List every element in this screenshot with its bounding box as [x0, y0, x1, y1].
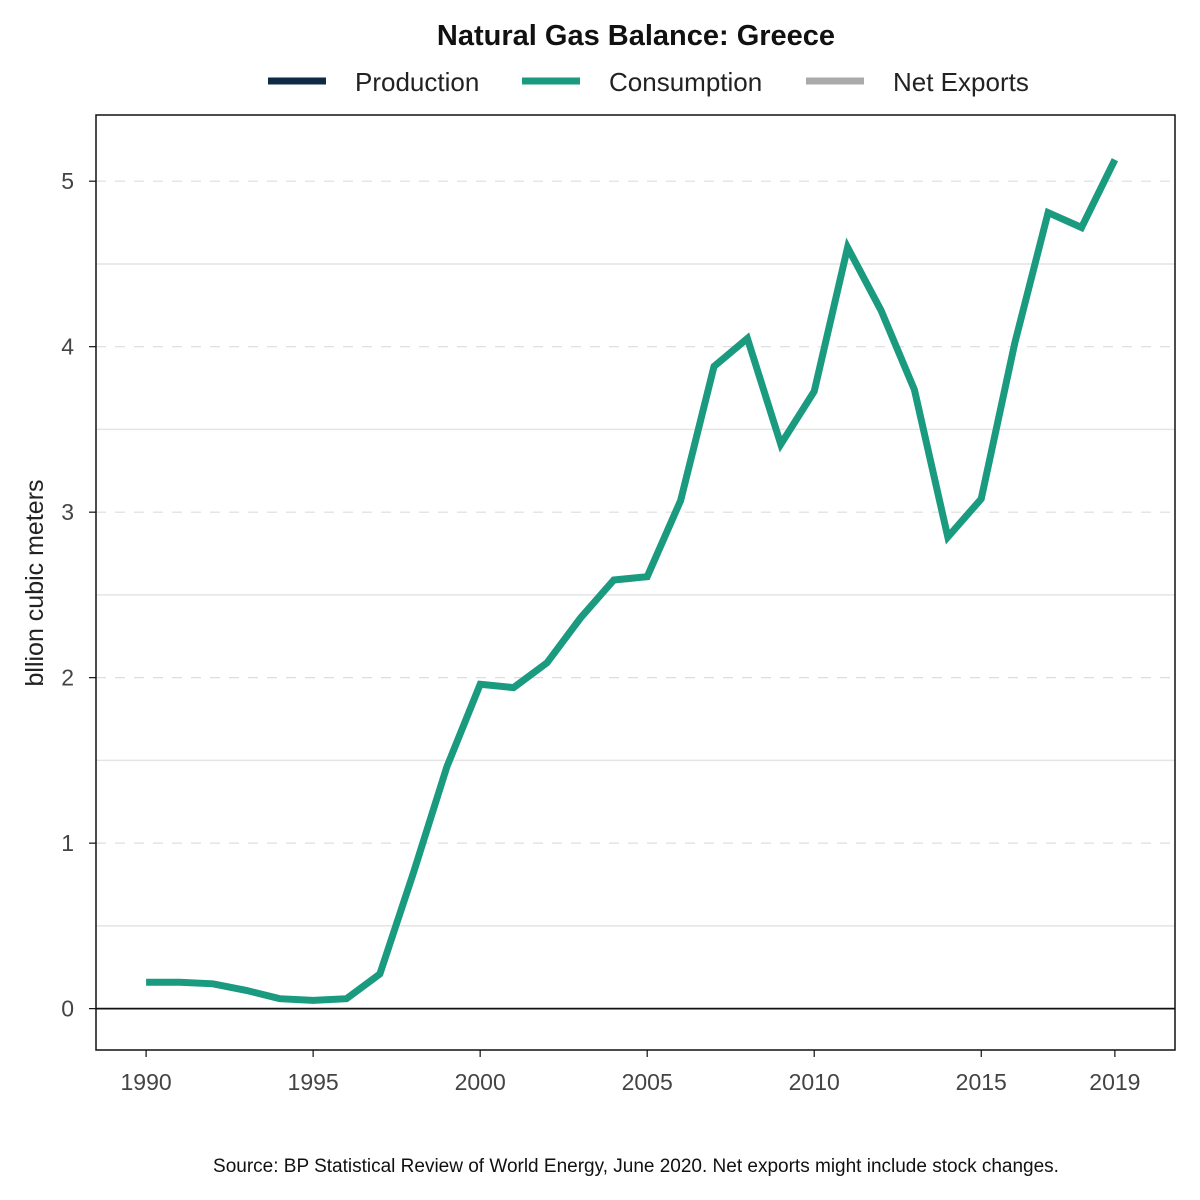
plot-lines [96, 158, 1175, 1010]
y-tick-label: 5 [61, 168, 74, 194]
legend-item-consumption: Consumption [522, 67, 762, 97]
chart-title: Natural Gas Balance: Greece [437, 20, 835, 52]
y-axis: 0 1 2 3 4 5 [61, 168, 96, 1022]
legend-label-net-exports: Net Exports [893, 67, 1029, 97]
legend-label-consumption: Consumption [609, 67, 762, 97]
x-tick-label: 2015 [956, 1069, 1007, 1095]
x-tick-label: 2019 [1089, 1069, 1140, 1095]
source-note: Source: BP Statistical Review of World E… [213, 1156, 1059, 1177]
x-tick-label: 1995 [288, 1069, 339, 1095]
legend-item-net-exports: Net Exports [806, 67, 1029, 97]
x-tick-label: 2000 [455, 1069, 506, 1095]
legend: Production Consumption Net Exports [268, 67, 1029, 97]
x-axis: 1990 1995 2000 2005 2010 2015 2019 [121, 1050, 1140, 1095]
y-axis-label: bllion cubic meters [21, 479, 49, 686]
y-tick-label: 3 [61, 499, 74, 525]
x-tick-label: 1990 [121, 1069, 172, 1095]
plot-frame [95, 114, 1176, 1051]
series-line-consumption [146, 158, 1119, 1004]
legend-item-production: Production [268, 67, 479, 97]
y-tick-label: 1 [61, 830, 74, 856]
y-tick-label: 4 [61, 334, 74, 360]
y-tick-label: 0 [61, 996, 74, 1022]
grid [96, 180, 1175, 927]
y-tick-label: 2 [61, 665, 74, 691]
x-tick-label: 2010 [789, 1069, 840, 1095]
x-tick-label: 2005 [622, 1069, 673, 1095]
legend-label-production: Production [355, 67, 479, 97]
